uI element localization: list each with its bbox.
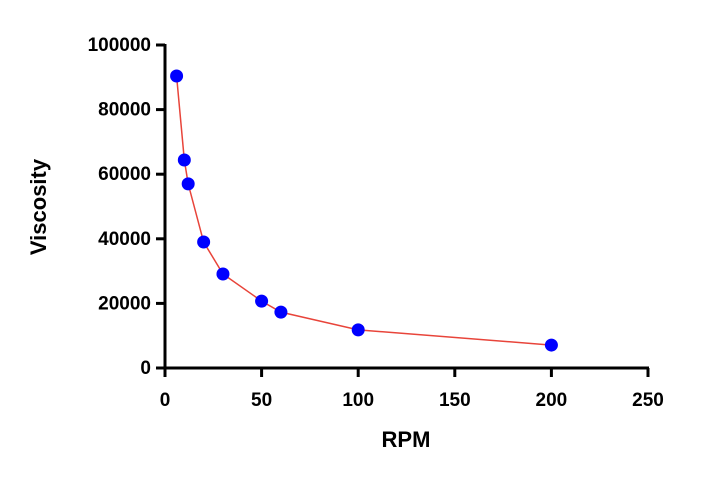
- y-axis-title: Viscosity: [26, 158, 51, 255]
- data-point: [197, 235, 211, 249]
- y-tick-label: 60000: [98, 164, 151, 185]
- x-tick-label: 50: [251, 390, 272, 411]
- y-tick-label: 20000: [98, 293, 151, 314]
- data-point: [351, 323, 365, 337]
- data-point: [170, 69, 184, 83]
- data-point: [274, 305, 288, 319]
- data-point: [544, 338, 558, 352]
- x-tick-label: 150: [439, 390, 471, 411]
- y-tick-label: 40000: [98, 229, 151, 250]
- data-point: [181, 177, 195, 191]
- x-tick-label: 0: [160, 390, 171, 411]
- x-tick-label: 100: [342, 390, 374, 411]
- x-axis-title: RPM: [382, 427, 431, 452]
- x-tick-label: 200: [536, 390, 568, 411]
- data-line: [175, 75, 552, 346]
- x-tick-label: 250: [632, 390, 664, 411]
- y-tick-label: 80000: [98, 100, 151, 121]
- y-tick-label: 0: [140, 358, 151, 379]
- y-tick-label: 100000: [88, 35, 151, 56]
- data-point: [216, 267, 230, 281]
- data-point: [177, 153, 191, 167]
- data-point: [255, 294, 269, 308]
